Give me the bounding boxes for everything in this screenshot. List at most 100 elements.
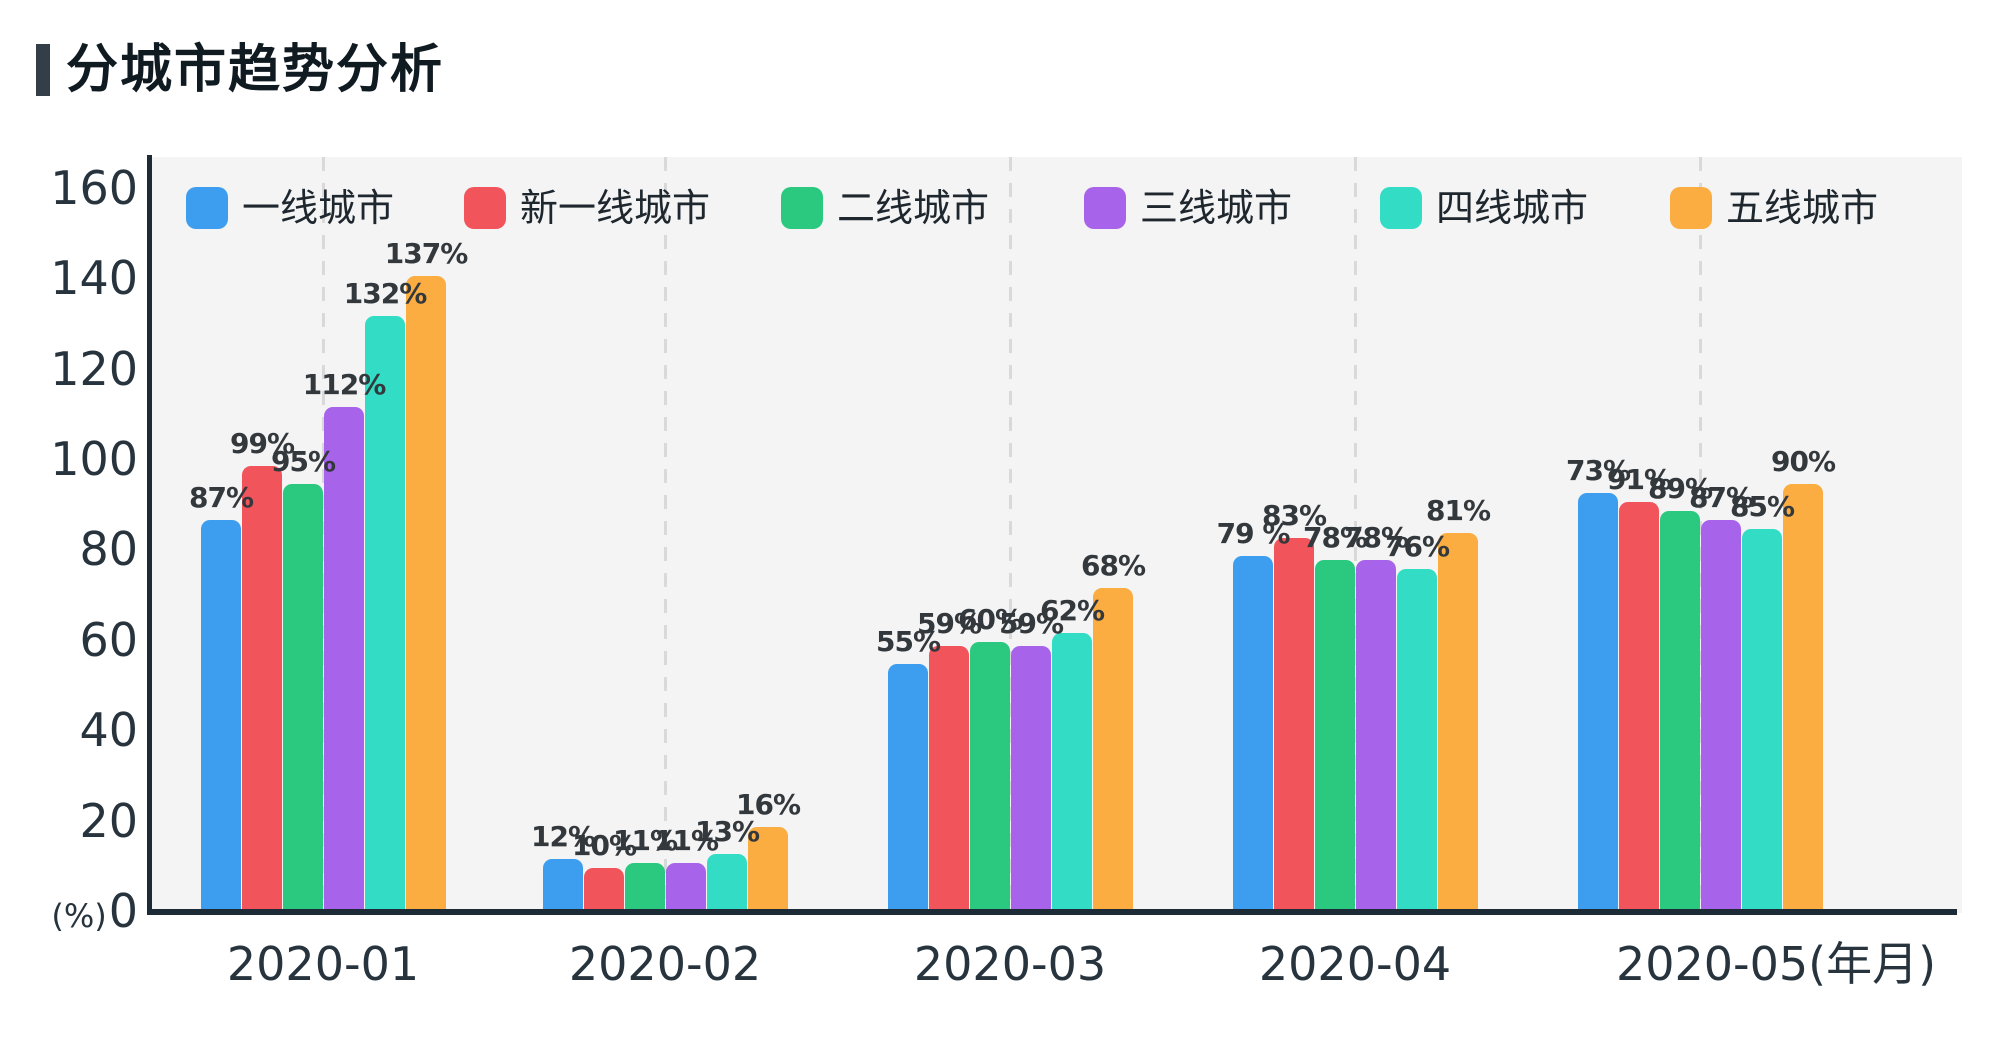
bar-value-label: 85%	[1729, 490, 1795, 523]
x-tick-2020-05: 2020-05(年月)	[1615, 937, 1937, 991]
bar-新一线城市-2020-05[interactable]	[1619, 502, 1659, 913]
y-tick-label: 40	[79, 703, 138, 757]
bar-value-label: 95%	[270, 445, 336, 478]
bar-value-label: 59%	[998, 607, 1064, 640]
bar-新一线城市-2020-04[interactable]	[1274, 538, 1314, 913]
bar-二线城市-2020-05[interactable]	[1660, 511, 1700, 913]
bar-五线城市-2020-05[interactable]	[1783, 484, 1823, 913]
bar-value-label: 13%	[694, 815, 760, 848]
bar-value-label: 112%	[302, 368, 387, 401]
legend-item-五线城市[interactable]: 五线城市	[1670, 187, 1878, 229]
plot-area: 一线城市 新一线城市 二线城市 三线城市 四线城市 五线城市 87% 99% 95% 112% 1…	[150, 157, 1962, 913]
title-accent-bar	[36, 44, 50, 96]
y-tick-label: 140	[50, 251, 138, 305]
y-tick-120: 120	[50, 345, 138, 393]
bar-三线城市-2020-05[interactable]	[1701, 520, 1741, 913]
y-axis-unit-label: (%)	[51, 897, 107, 935]
x-tick-2020-02: 2020-02	[568, 937, 762, 991]
bar-value-label: 68%	[1080, 549, 1146, 582]
bar-value-label: 79 %	[1216, 517, 1291, 550]
y-tick-0: (%) 0	[51, 887, 138, 940]
bar-value-label: 55%	[875, 625, 941, 658]
bar-value-label: 76%	[1384, 530, 1450, 563]
bar-新一线城市-2020-03[interactable]	[929, 646, 969, 913]
y-tick-100: 100	[50, 435, 138, 483]
bar-一线城市-2020-01[interactable]	[201, 520, 241, 913]
bar-value-label: 81%	[1425, 494, 1491, 527]
bar-value-label: 87%	[188, 481, 254, 514]
bar-一线城市-2020-02[interactable]	[543, 859, 583, 913]
bar-四线城市-2020-02[interactable]	[707, 854, 747, 913]
bar-value-label: 16%	[735, 788, 801, 821]
bar-一线城市-2020-05[interactable]	[1578, 493, 1618, 913]
bar-四线城市-2020-05[interactable]	[1742, 529, 1782, 913]
bar-一线城市-2020-04[interactable]	[1233, 556, 1273, 913]
bar-value-label: 83%	[1261, 499, 1327, 532]
bar-value-label: 62%	[1039, 594, 1105, 627]
legend: 一线城市 新一线城市 二线城市 三线城市 四线城市 五线城市	[150, 157, 1962, 237]
gridline-2020-04	[1354, 157, 1357, 913]
page-title: 分城市趋势分析	[66, 40, 445, 100]
bar-新一线城市-2020-02[interactable]	[584, 868, 624, 913]
legend-item-label: 三线城市	[1140, 186, 1293, 230]
x-tick-2020-03: 2020-03	[913, 937, 1107, 991]
bar-五线城市-2020-01[interactable]	[406, 276, 446, 913]
legend-item-二线城市[interactable]: 二线城市	[781, 187, 989, 229]
bar-二线城市-2020-02[interactable]	[625, 863, 665, 913]
legend-swatch-icon	[1084, 187, 1126, 229]
bar-三线城市-2020-03[interactable]	[1011, 646, 1051, 913]
x-tick-2020-04: 2020-04	[1258, 937, 1452, 991]
gridline-2020-05	[1699, 157, 1702, 913]
bar-value-label: 73%	[1565, 454, 1631, 487]
bar-value-label: 78%	[1343, 521, 1409, 554]
x-axis-line	[147, 909, 1957, 915]
bar-五线城市-2020-02[interactable]	[748, 827, 788, 913]
bar-value-label: 91%	[1606, 463, 1672, 496]
y-tick-label: 120	[50, 342, 138, 396]
bar-一线城市-2020-03[interactable]	[888, 664, 928, 913]
bar-value-label: 99%	[229, 427, 295, 460]
bar-value-label: 11%	[612, 824, 678, 857]
bar-二线城市-2020-03[interactable]	[970, 642, 1010, 913]
bar-四线城市-2020-01[interactable]	[365, 316, 405, 913]
legend-swatch-icon	[781, 187, 823, 229]
legend-item-新一线城市[interactable]: 新一线城市	[464, 187, 710, 229]
bar-四线城市-2020-03[interactable]	[1052, 633, 1092, 913]
bar-四线城市-2020-04[interactable]	[1397, 569, 1437, 913]
bar-五线城市-2020-03[interactable]	[1093, 588, 1133, 913]
bar-新一线城市-2020-01[interactable]	[242, 466, 282, 913]
legend-item-四线城市[interactable]: 四线城市	[1380, 187, 1588, 229]
bar-value-label: 59%	[916, 607, 982, 640]
bar-三线城市-2020-01[interactable]	[324, 407, 364, 913]
bar-value-label: 10%	[571, 829, 637, 862]
bar-value-label: 132%	[343, 277, 428, 310]
bar-value-label: 12%	[530, 820, 596, 853]
y-tick-label: 100	[50, 432, 138, 486]
legend-swatch-icon	[186, 187, 228, 229]
legend-item-一线城市[interactable]: 一线城市	[186, 187, 394, 229]
y-tick-label: 60	[79, 613, 138, 667]
legend-item-label: 一线城市	[242, 186, 395, 230]
bar-value-label: 87%	[1688, 481, 1754, 514]
legend-item-label: 四线城市	[1436, 186, 1589, 230]
y-tick-160: 160	[50, 164, 138, 212]
legend-swatch-icon	[1380, 187, 1422, 229]
y-tick-140: 140	[50, 254, 138, 302]
bar-三线城市-2020-04[interactable]	[1356, 560, 1396, 913]
y-axis-line	[147, 155, 152, 915]
legend-swatch-icon	[1670, 187, 1712, 229]
bar-value-label: 60%	[957, 603, 1023, 636]
bar-二线城市-2020-01[interactable]	[283, 484, 323, 913]
bar-二线城市-2020-04[interactable]	[1315, 560, 1355, 913]
bar-value-label: 89%	[1647, 472, 1713, 505]
x-tick-2020-01: 2020-01	[226, 937, 420, 991]
gridline-2020-03	[1009, 157, 1012, 913]
chart-header: 分城市趋势分析	[36, 40, 444, 100]
bar-三线城市-2020-02[interactable]	[666, 863, 706, 913]
bar-value-label: 90%	[1770, 445, 1836, 478]
legend-item-三线城市[interactable]: 三线城市	[1084, 187, 1292, 229]
bar-五线城市-2020-04[interactable]	[1438, 533, 1478, 913]
y-tick-80: 80	[79, 525, 138, 573]
y-tick-label: 20	[79, 794, 138, 848]
